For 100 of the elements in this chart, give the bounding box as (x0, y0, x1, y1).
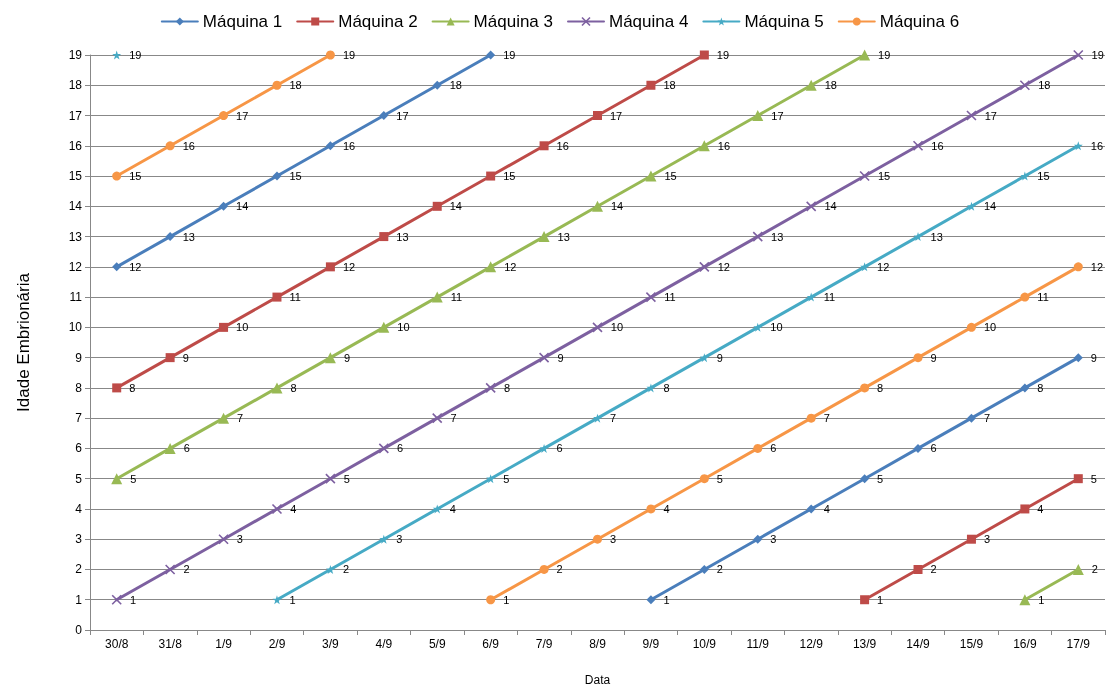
point (1073, 353, 1083, 363)
point (966, 322, 976, 332)
data-label: 9 (1090, 351, 1097, 364)
y-tick-label: 10 (68, 320, 83, 335)
data-label: 16 (717, 139, 731, 152)
y-tick-label: 14 (68, 199, 83, 214)
data-label: 10 (770, 321, 783, 334)
x-tick-label: 6/9 (482, 637, 500, 651)
point (325, 262, 335, 272)
point (485, 382, 496, 394)
data-label: 11 (1037, 291, 1049, 304)
y-tick-label: 9 (75, 350, 83, 365)
data-label: 2 (1091, 563, 1098, 576)
y-tick-label: 17 (68, 108, 83, 123)
data-label: 4 (449, 502, 456, 515)
data-label: 19 (129, 49, 142, 61)
data-label: 5 (1090, 472, 1097, 485)
data-label: 7 (450, 412, 457, 425)
x-tick-label: 14/9 (906, 637, 931, 651)
point (379, 111, 389, 121)
point (324, 352, 336, 364)
point (1073, 474, 1083, 484)
data-label: 14 (983, 200, 997, 213)
point (698, 140, 710, 152)
data-label: 13 (396, 230, 409, 243)
data-label: 2 (716, 563, 723, 576)
data-label: 13 (930, 230, 943, 243)
data-label: 7 (823, 412, 830, 425)
data-label: 17 (236, 109, 249, 122)
data-label: 9 (182, 351, 189, 364)
point (219, 201, 229, 211)
data-label: 1 (877, 593, 884, 606)
data-label: 18 (1038, 79, 1051, 92)
point (966, 534, 976, 544)
data-label: 12 (717, 260, 730, 273)
point (913, 564, 923, 574)
point (165, 353, 175, 363)
x-tick-label: 15/9 (959, 637, 984, 651)
data-label: 16 (182, 139, 195, 152)
data-label: 3 (610, 533, 617, 546)
data-label: 15 (664, 170, 677, 183)
data-label: 7 (237, 412, 244, 425)
data-label: 13 (182, 230, 195, 243)
x-tick-label: 30/8 (105, 637, 129, 651)
y-tick-label: 11 (69, 290, 83, 305)
point (592, 200, 603, 212)
point (646, 504, 656, 514)
point (538, 352, 550, 363)
y-tick-label: 7 (75, 411, 83, 426)
data-label: 14 (236, 200, 249, 213)
point (806, 504, 816, 514)
point (325, 564, 335, 574)
point (486, 171, 496, 181)
data-label: 18 (663, 79, 676, 92)
data-label: 1 (503, 593, 510, 606)
data-label: 15 (1037, 170, 1050, 183)
data-label: 2 (183, 563, 190, 576)
point (753, 534, 763, 544)
point (165, 141, 175, 151)
point (325, 473, 336, 484)
data-label: 8 (503, 381, 511, 394)
y-tick-label: 12 (68, 259, 83, 274)
point (485, 261, 497, 273)
data-label: 9 (343, 351, 351, 364)
point (1072, 563, 1084, 575)
data-label: 8 (290, 381, 297, 394)
point (431, 291, 443, 303)
data-label: 16 (342, 139, 356, 152)
data-label: 15 (129, 170, 142, 183)
legend-label: Máquina 5 (744, 12, 824, 31)
data-label: 4 (663, 502, 670, 515)
data-label: 2 (556, 563, 563, 576)
data-label: 5 (877, 472, 884, 485)
data-label: 16 (1090, 139, 1104, 152)
data-label: 14 (611, 200, 624, 213)
data-label: 10 (236, 321, 249, 334)
point (112, 171, 122, 181)
data-label: 6 (556, 442, 563, 455)
point (699, 261, 710, 273)
data-label: 8 (129, 381, 136, 394)
data-label: 5 (716, 472, 723, 485)
y-tick-label: 6 (75, 441, 83, 456)
data-label: 8 (877, 381, 884, 394)
data-label: 3 (983, 533, 991, 546)
point (806, 413, 816, 423)
data-label: 11 (450, 291, 463, 304)
point (592, 322, 603, 333)
point (218, 412, 230, 424)
data-label: 8 (663, 381, 670, 394)
point (699, 474, 709, 484)
data-label: 16 (931, 139, 944, 152)
point (753, 443, 763, 453)
point (538, 231, 550, 243)
x-axis-title: Data (584, 673, 611, 687)
data-label: 11 (823, 291, 836, 304)
point (539, 564, 549, 574)
data-label: 12 (342, 260, 356, 273)
point (432, 201, 442, 211)
point (164, 564, 176, 575)
x-tick-label: 3/9 (322, 637, 340, 651)
